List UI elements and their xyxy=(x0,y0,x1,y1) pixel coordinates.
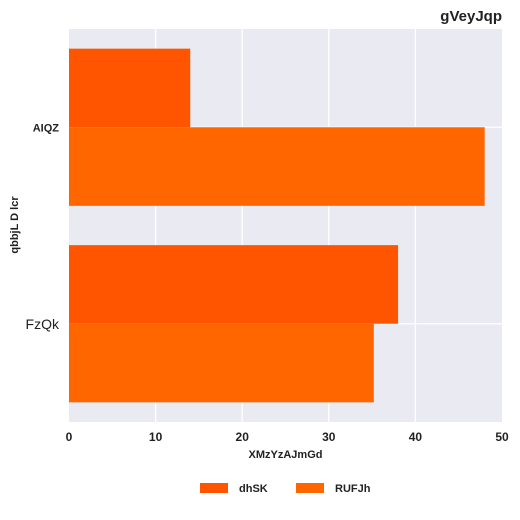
legend-label: RUFJh xyxy=(335,483,371,495)
bar-RUFJh-AIQZ xyxy=(69,127,485,206)
x-axis-title: XMzYzAJmGd xyxy=(249,449,323,461)
legend-label: dhSK xyxy=(239,483,268,495)
legend-swatch xyxy=(200,483,228,493)
y-axis-title: qbbjL D lcr xyxy=(9,196,21,254)
x-tick-label: 40 xyxy=(409,430,423,444)
x-tick-label: 10 xyxy=(149,430,163,444)
x-tick-label: 0 xyxy=(66,430,73,444)
chart-title: gVeyJqp xyxy=(440,8,502,25)
x-tick-label: 50 xyxy=(495,430,509,444)
y-category-label: FzQk xyxy=(26,316,60,332)
bar-RUFJh-FzQk xyxy=(69,323,374,403)
x-tick-labels: 0 10 20 30 40 50 xyxy=(66,430,509,444)
x-tick-label: 30 xyxy=(322,430,336,444)
y-category-label: AIQZ xyxy=(33,122,60,134)
legend-swatch xyxy=(296,483,324,493)
bar-dhSK-FzQk xyxy=(69,245,399,324)
bar-dhSK-AIQZ xyxy=(69,48,191,128)
legend: dhSK RUFJh xyxy=(200,483,371,495)
x-tick-label: 20 xyxy=(236,430,250,444)
y-category-labels: AIQZ FzQk xyxy=(26,122,60,332)
bars xyxy=(69,48,485,403)
